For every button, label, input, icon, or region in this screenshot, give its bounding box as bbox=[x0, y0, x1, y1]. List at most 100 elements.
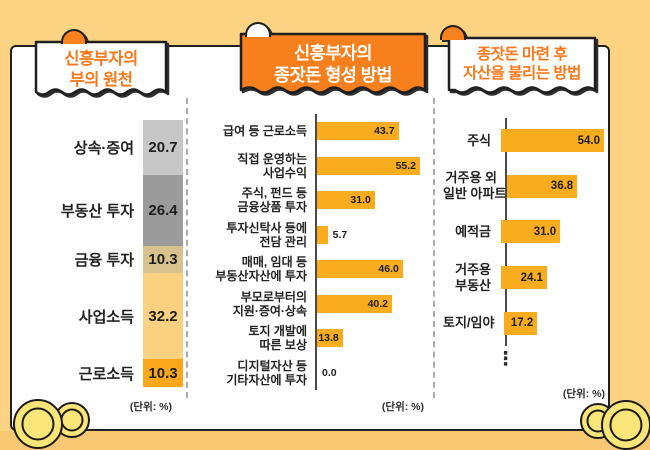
category-label-line: 예적금 bbox=[455, 223, 491, 239]
category-label-line: 거주용 bbox=[455, 261, 491, 277]
category-label: 급여 등 근로소득 bbox=[196, 124, 315, 138]
bar-row: 매매, 임대 등 부동산자산에 투자 46.0 bbox=[196, 252, 432, 287]
bar bbox=[317, 225, 328, 244]
value-label: 46.0 bbox=[378, 263, 399, 276]
seed-method-chart: 급여 등 근로소득 43.7 직접 운영하는 사업수익 55.2 주식, 펀드 등 금융상품… bbox=[196, 114, 432, 390]
bar: 36.8 bbox=[507, 174, 578, 198]
category-label-line: 토지 개발에 bbox=[248, 324, 307, 339]
unit-label: (단위: %) bbox=[562, 388, 605, 400]
category-label-line: 급여 등 근로소득 bbox=[223, 124, 307, 139]
category-label-line: 투자신탁사 등에 bbox=[226, 220, 307, 235]
panel3-title: 종잣돈 마련 후 자산을 불리는 방법 bbox=[447, 45, 597, 84]
more-items-ellipsis: ⋮ bbox=[496, 349, 515, 370]
category-label: 매매, 임대 등 부동산자산에 투자 bbox=[196, 255, 315, 283]
category-label: 직접 운영하는 사업수익 bbox=[196, 152, 315, 180]
panel1-title-line2: 부의 원천 bbox=[69, 70, 133, 89]
category-label-line: 디지털자산 등 bbox=[237, 358, 307, 373]
value-label: 26.4 bbox=[148, 202, 178, 220]
category-label-line: 직접 운영하는 bbox=[237, 151, 307, 166]
axis-line bbox=[315, 114, 317, 390]
bar-track: 40.2 bbox=[317, 294, 429, 313]
category-label-line: 부동산 bbox=[455, 277, 491, 293]
bar-segment: 26.4 bbox=[143, 175, 183, 246]
category-label-line: 주식, 펀드 등 bbox=[241, 186, 307, 201]
bar-track: 5.7 bbox=[317, 225, 429, 244]
coin-icon bbox=[601, 400, 650, 450]
panel2-title: 신흥부자의 종잣돈 형성 방법 bbox=[239, 43, 427, 87]
category-label-line: 사업수익 bbox=[262, 165, 307, 180]
value-label: 54.0 bbox=[577, 134, 600, 147]
coin-rim bbox=[609, 408, 643, 442]
panel-divider-right bbox=[433, 98, 435, 398]
bar-track: 17.2 bbox=[504, 311, 612, 335]
value-label: 10.3 bbox=[148, 364, 178, 382]
category-label: 금융 투자 bbox=[74, 252, 134, 270]
bar-track: 0.0 bbox=[317, 364, 429, 382]
coin-icon bbox=[13, 399, 63, 449]
unit-label: (단위: %) bbox=[381, 401, 424, 413]
bar-row: 주식 54.0 bbox=[443, 118, 609, 164]
banner-wealth-source: 신흥부자의 부의 원천 bbox=[34, 29, 168, 104]
stacked-segment-row: 부동산 투자 26.4 bbox=[25, 175, 183, 246]
category-label: 상속·증여 bbox=[73, 140, 134, 158]
stacked-segment-row: 상속·증여 20.7 bbox=[25, 120, 183, 176]
panel1-title-line1: 신흥부자의 bbox=[64, 50, 138, 68]
panel1-title: 신흥부자의 부의 원천 bbox=[34, 49, 168, 90]
coin-rim bbox=[21, 407, 55, 441]
bar: 40.2 bbox=[317, 294, 392, 313]
value-label: 5.7 bbox=[332, 228, 348, 241]
bar-track: 55.2 bbox=[317, 156, 429, 175]
bar-segment: 10.3 bbox=[143, 359, 183, 387]
stacked-segment-row: 사업소득 32.2 bbox=[25, 273, 183, 360]
bar-segment: 32.2 bbox=[143, 273, 183, 360]
scroll-roll-icon bbox=[440, 25, 466, 40]
scroll-roll-icon bbox=[245, 22, 271, 37]
bar-track: 31.0 bbox=[317, 191, 429, 210]
scroll-shape bbox=[239, 32, 427, 94]
bar-row: 투자신탁사 등에 전담 관리 5.7 bbox=[196, 218, 432, 253]
category-label: 부동산 투자 bbox=[60, 203, 134, 221]
panel-divider-left bbox=[186, 98, 188, 398]
scroll-shape bbox=[34, 40, 168, 96]
banner-grow-assets: 종잣돈 마련 후 자산을 불리는 방법 bbox=[440, 25, 597, 102]
category-label-line: 토지/임야 bbox=[443, 315, 495, 331]
value-label: 20.7 bbox=[148, 139, 178, 157]
value-label: 31.0 bbox=[533, 225, 557, 238]
panel3-title-line2: 자산을 불리는 방법 bbox=[463, 65, 581, 83]
stacked-segment-row: 금융 투자 10.3 bbox=[25, 245, 183, 274]
category-label-line: 따른 보상 bbox=[259, 338, 308, 353]
banner-seed-method: 신흥부자의 종잣돈 형성 방법 bbox=[239, 22, 427, 102]
category-label: 거주용 외 일반 아파트 bbox=[443, 170, 506, 202]
bar-row: 디지털자산 등 기타자산에 투자 0.0 bbox=[196, 356, 432, 391]
value-label: 36.8 bbox=[550, 180, 574, 193]
bar-track: 24.1 bbox=[501, 266, 609, 290]
bar-row: 예적금 31.0 bbox=[443, 209, 609, 255]
bar-row: 토지/임야 17.2 bbox=[443, 300, 609, 346]
bar-row: 부모로부터의 지원·증여·상속 40.2 bbox=[196, 287, 432, 322]
bar-row: 토지 개발에 따른 보상 13.8 bbox=[196, 321, 432, 356]
bar-track: 43.7 bbox=[317, 122, 429, 141]
value-label: 55.2 bbox=[395, 159, 416, 172]
category-label: 주식, 펀드 등 금융상품 투자 bbox=[196, 186, 315, 214]
bar-track: 46.0 bbox=[317, 260, 429, 279]
category-label-line: 거주용 외 bbox=[445, 170, 497, 186]
bar: 55.2 bbox=[317, 156, 420, 175]
bar-row: 거주용 부동산 24.1 bbox=[443, 255, 609, 301]
category-label: 거주용 부동산 bbox=[443, 262, 499, 294]
bar: 24.1 bbox=[501, 266, 547, 290]
category-label: 예적금 bbox=[443, 224, 499, 240]
bar-row: 거주용 외 일반 아파트 36.8 bbox=[443, 164, 609, 210]
unit-label: (단위: %) bbox=[129, 401, 172, 413]
category-label-line: 지원·증여·상속 bbox=[232, 303, 307, 318]
category-label: 주식 bbox=[443, 133, 499, 149]
category-label: 디지털자산 등 기타자산에 투자 bbox=[196, 359, 315, 387]
wealth-source-chart: 상속·증여 20.7 부동산 투자 26.4 금융 투자 10.3 사업소득 32.2 근로소득… bbox=[25, 120, 183, 387]
bar-track: 36.8 bbox=[507, 174, 615, 198]
category-label-line: 기타자산에 투자 bbox=[226, 372, 307, 387]
value-label: 32.2 bbox=[148, 307, 178, 325]
bar-segment: 20.7 bbox=[143, 120, 183, 176]
grow-assets-chart: 주식 54.0 거주용 외 일반 아파트 36.8 예적금 31.0 거주용 부동산 24.1 토지… bbox=[443, 118, 609, 346]
scroll-shape bbox=[447, 36, 597, 94]
bar-row: 직접 운영하는 사업수익 55.2 bbox=[196, 149, 432, 184]
panel2-title-line2: 종잣돈 형성 방법 bbox=[274, 64, 392, 85]
